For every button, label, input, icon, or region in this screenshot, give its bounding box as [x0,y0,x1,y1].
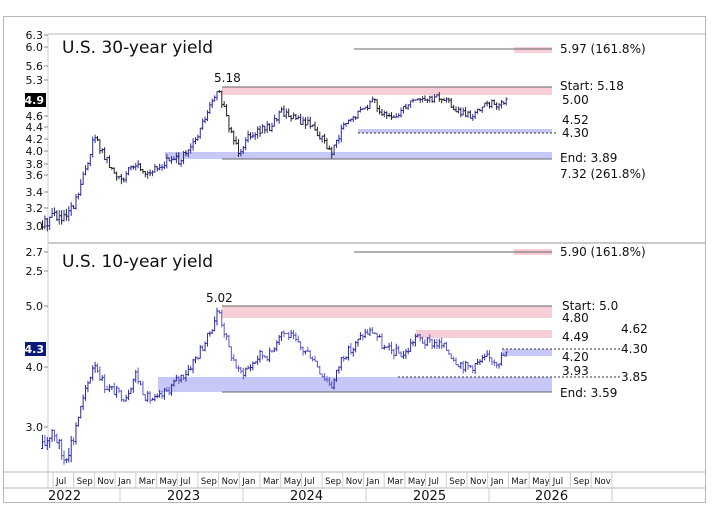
year-label: 2025 [413,489,446,504]
y-tick-label: 5.0 [26,300,44,313]
current-value-label: 4.3 [25,343,45,356]
y-tick-label: 4.0 [26,145,44,158]
y-tick-label: 6.0 [26,41,44,54]
y-tick-label: 3.0 [26,421,44,434]
fib-261-label: 7.32 (261.8%) [560,167,646,181]
current-value-badge [25,342,46,356]
month-tick-label: Sep [77,477,93,487]
y-tick-label: 5.6 [26,60,44,73]
month-tick-label: Sep [325,477,341,487]
peak-label: 5.18 [214,71,241,85]
zone-rect [222,306,552,318]
start-label: Start: 5.0 [562,299,618,313]
month-tick-label: Jul [179,477,190,487]
month-tick-label: Nov [222,477,239,487]
y-tick-label: 3.8 [26,158,44,171]
level-label: 4.80 [562,311,589,325]
level-label: 4.30 [562,126,589,140]
end-label: End: 3.59 [560,386,617,400]
month-tick-label: Sep [449,477,465,487]
level-label: 5.00 [562,93,589,107]
year-label: 2022 [48,489,81,504]
y-tick-label: 3.4 [26,186,44,199]
month-tick-label: Nov [97,477,114,487]
zone-rect [222,87,552,95]
panel-30y: 3.0 3.2 3.4 3.63.84.04.24.44.6 5.35.6 6.06.3 4… [25,29,646,233]
month-tick-label: Mar [511,477,528,487]
zone-rect [416,330,552,338]
month-tick-label: Jul [303,477,314,487]
month-tick-label: Sep [201,477,217,487]
level-label: 4.49 [562,330,589,344]
fib-161-label: 5.90 (161.8%) [560,245,646,259]
month-tick-label: Sep [574,477,590,487]
month-tick-label: May [160,477,178,487]
month-tick-label: Jul [55,477,66,487]
month-tick-label: May [284,477,302,487]
y-tick-label: 3.0 [26,220,44,233]
level-label: 3.93 [562,364,589,378]
month-tick-label: Nov [346,477,363,487]
y-tick-label: 4.2 [26,133,44,146]
month-tick-label: Jan [241,477,255,487]
y-tick-label: 4.4 [26,121,44,134]
y-tick-label: 5.3 [26,74,44,87]
start-label: Start: 5.18 [560,79,624,93]
month-tick-label: Nov [594,477,611,487]
level-label: 3.85 [621,370,648,384]
zone-rect [514,47,552,53]
peak-label: 5.02 [206,291,233,305]
fib-161-label: 5.97 (161.8%) [560,42,646,56]
month-tick-label: Jul [428,477,439,487]
title-10y: U.S. 10-year yield [62,252,213,272]
level-label: 4.52 [562,113,589,127]
end-label: End: 3.89 [560,151,617,165]
month-tick-label: May [408,477,426,487]
year-label: 2026 [535,489,568,504]
y-tick-label: 3.2 [26,202,44,215]
month-tick-label: Mar [139,477,156,487]
level-label: 4.30 [621,342,648,356]
zone-rect [502,349,552,356]
month-tick-label: Jan [117,477,131,487]
x-axis: Jul Sep Nov Jan Mar May Jul Sep Nov Jan Mar May Jul S… [48,472,613,504]
y-tick-label: 4.6 [26,110,44,123]
level-label: 4.62 [621,322,648,336]
chart-frame [3,16,706,503]
month-tick-label: Jan [490,477,504,487]
y-tick-label: 6.3 [26,29,44,42]
panel-10y: 2.5 2.7 3.0 4.0 5.0 4.3 5.90 (161.8%) Start: 5.… [25,245,648,465]
level-label: 4.20 [562,350,589,364]
y-tick-label: 4.0 [26,361,44,374]
title-30y: U.S. 30-year yield [62,38,213,58]
month-tick-label: Jan [366,477,380,487]
year-label: 2023 [167,489,200,504]
y-tick-label: 2.5 [26,265,44,278]
month-tick-label: Jul [552,477,563,487]
y-tick-label: 3.6 [26,169,44,182]
zone-rect [165,152,552,159]
zone-rect [158,377,552,392]
current-value-badge [25,93,46,107]
month-tick-label: Nov [470,477,487,487]
month-tick-label: Mar [263,477,280,487]
y-tick-label: 2.7 [26,246,44,259]
current-value-label: 4.9 [25,94,45,107]
month-tick-label: May [532,477,550,487]
year-label: 2024 [290,489,323,504]
zone-rect [358,129,552,133]
month-tick-label: Mar [387,477,404,487]
